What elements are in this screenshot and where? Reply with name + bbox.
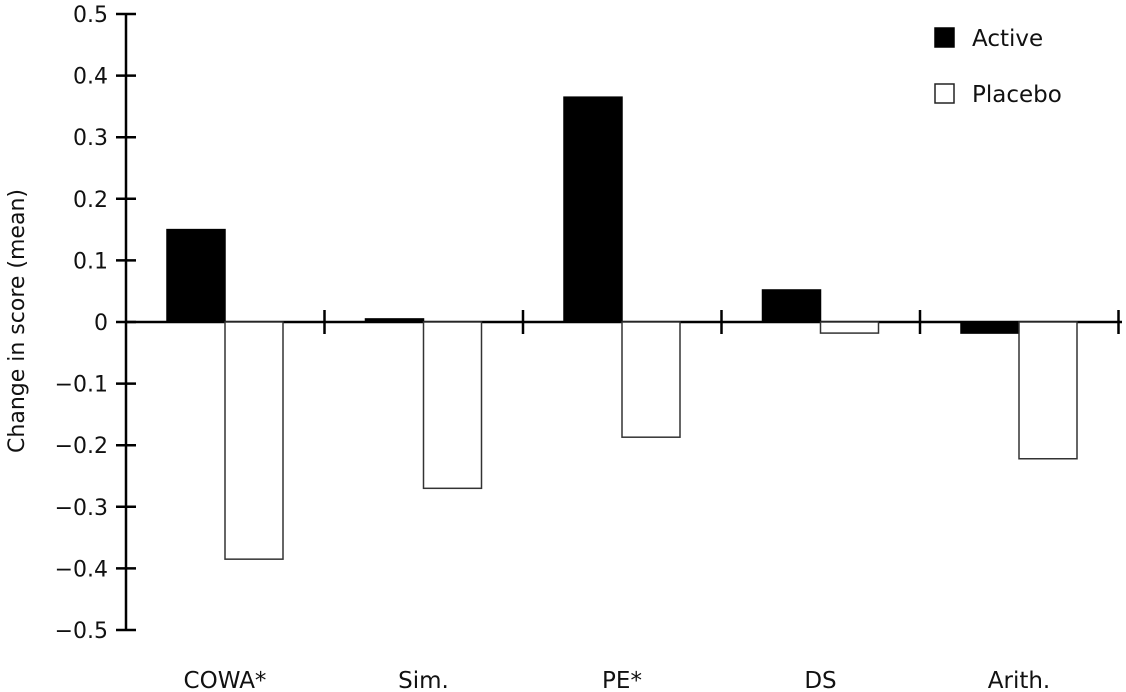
- bar-placebo: [819, 321, 880, 334]
- labels: 0.5 0.4 0.3 0.2 0.1 0 −0.1 −0.2 −0.3 −0.4 −0.5 COWA…: [55, 3, 1051, 692]
- y-tick-label: −0.2: [55, 434, 108, 459]
- category-label: Arith.: [988, 668, 1051, 692]
- bar-placebo: [621, 321, 681, 438]
- y-tick-label: −0.3: [55, 496, 108, 521]
- axes: [116, 12, 1122, 632]
- y-tick-label: 0.1: [73, 249, 108, 274]
- y-tick-label: 0.5: [73, 3, 108, 28]
- bar-placebo: [1018, 321, 1078, 460]
- y-tick-label: −0.1: [55, 373, 108, 398]
- y-tick-label: 0.2: [73, 188, 108, 213]
- category-label: PE*: [602, 668, 642, 692]
- y-tick-label: 0.4: [73, 65, 108, 90]
- bar-active: [761, 289, 822, 323]
- bar-active: [166, 228, 226, 323]
- legend-label-placebo: Placebo: [972, 82, 1062, 108]
- bar-active: [960, 321, 1020, 334]
- legend-swatch-active: [934, 27, 955, 48]
- y-tick-label: 0.3: [73, 126, 108, 151]
- bar-active: [563, 96, 623, 323]
- y-tick-label: −0.4: [55, 557, 108, 582]
- category-label: DS: [804, 668, 836, 692]
- bar-placebo: [422, 321, 483, 490]
- legend-swatch-placebo: [934, 83, 955, 104]
- bars: [166, 96, 1078, 560]
- bar-placebo: [224, 321, 284, 560]
- y-tick-label: −0.5: [55, 619, 108, 644]
- legend: Active Placebo: [934, 26, 1062, 108]
- category-label: Sim.: [398, 668, 449, 692]
- category-label: COWA*: [184, 668, 267, 692]
- y-tick-label: 0: [94, 311, 108, 336]
- y-axis-title: Change in score (mean): [5, 189, 30, 453]
- bar-active: [364, 318, 425, 323]
- legend-label-active: Active: [972, 26, 1043, 52]
